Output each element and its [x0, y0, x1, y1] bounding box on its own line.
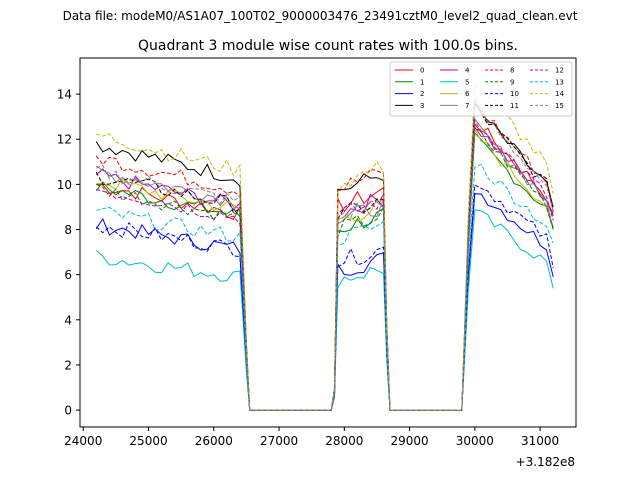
- series-line-9: [96, 126, 554, 411]
- series-line-6: [96, 127, 554, 411]
- legend-label-11: 11: [510, 102, 519, 110]
- legend-label-4: 4: [465, 67, 470, 75]
- x-tick-label: 26000: [195, 434, 233, 448]
- plot-area: [95, 84, 554, 411]
- legend-box: [389, 61, 573, 117]
- series-line-15: [96, 102, 554, 411]
- series-line-10: [95, 184, 554, 411]
- y-tick-label: 12: [57, 133, 72, 147]
- legend-label-14: 14: [555, 90, 564, 98]
- chart-title: Quadrant 3 module wise count rates with …: [138, 38, 518, 54]
- legend-label-12: 12: [555, 67, 564, 75]
- series-line-2: [95, 193, 554, 411]
- data-file-caption: Data file: modeM0/AS1A07_100T02_90000034…: [63, 9, 578, 23]
- axes-frame: [79, 57, 577, 428]
- legend-label-2: 2: [420, 90, 424, 98]
- y-tick-label: 8: [64, 223, 72, 237]
- series-line-11: [95, 101, 554, 411]
- x-tick-label: 29000: [390, 434, 428, 448]
- x-tick-label: 25000: [129, 434, 167, 448]
- legend-label-6: 6: [465, 90, 470, 98]
- x-offset-label: +3.182e8: [516, 455, 575, 469]
- series-line-7: [96, 117, 554, 411]
- y-tick-label: 4: [64, 313, 72, 327]
- series-line-1: [95, 131, 554, 411]
- series-line-3: [95, 100, 554, 411]
- x-tick-label: 24000: [64, 434, 102, 448]
- legend-label-5: 5: [465, 78, 469, 86]
- axes: 24000 25000 26000 27000 28000 29000 30000 31000…: [57, 57, 577, 448]
- legend-label-3: 3: [420, 102, 424, 110]
- legend-label-8: 8: [510, 67, 514, 75]
- series-line-13: [96, 163, 554, 411]
- series-line-8: [95, 98, 554, 411]
- series-line-5: [95, 209, 554, 411]
- y-tick-label: 2: [64, 358, 72, 372]
- series-line-12: [96, 119, 554, 411]
- legend-label-13: 13: [555, 78, 564, 86]
- x-tick-label: 28000: [325, 434, 363, 448]
- legend-label-9: 9: [510, 78, 514, 86]
- y-tick-label: 0: [64, 404, 72, 418]
- y-tick-label: 14: [57, 88, 72, 102]
- legend-label-1: 1: [420, 78, 424, 86]
- y-tick-label: 10: [57, 178, 72, 192]
- legend-label-15: 15: [555, 102, 564, 110]
- x-tick-label: 27000: [260, 434, 298, 448]
- legend-label-7: 7: [465, 102, 469, 110]
- legend-label-0: 0: [420, 67, 424, 75]
- legend-label-10: 10: [510, 90, 519, 98]
- y-tick-label: 6: [64, 268, 72, 282]
- series-line-4: [95, 125, 554, 411]
- x-tick-label: 31000: [521, 434, 559, 448]
- x-tick-label: 30000: [456, 434, 494, 448]
